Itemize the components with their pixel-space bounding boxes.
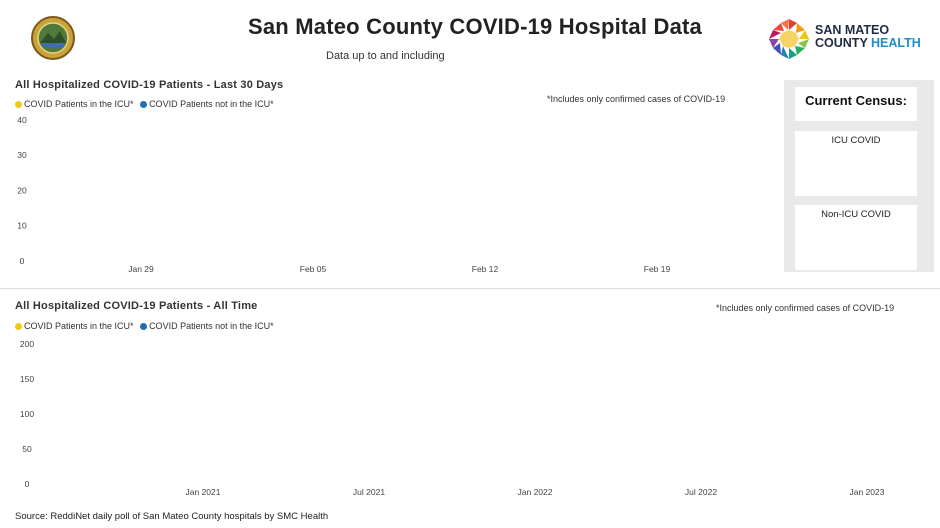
brand-health: HEALTH	[871, 36, 921, 50]
chart-1-plot[interactable]: 40 30 20 10 0 Jan 29 Feb 05 Feb 12 Feb 19	[0, 110, 770, 280]
section-divider	[0, 288, 940, 289]
chart-2-x-tick-label: Jul 2022	[685, 487, 717, 497]
non-icu-census-label: Non-ICU COVID	[821, 209, 891, 220]
chart-1-legend: COVID Patients in the ICU* COVID Patient…	[15, 99, 274, 109]
county-health-brand: SAN MATEO COUNTY HEALTH	[815, 24, 921, 50]
chart-1-y-tick-label: 10	[17, 221, 27, 231]
chart-2-y-tick-label: 150	[20, 374, 34, 384]
chart-2-note: *Includes only confirmed cases of COVID-…	[716, 303, 895, 313]
chart-1-y-tick-label: 30	[17, 150, 27, 160]
chart-1-title: All Hospitalized COVID-19 Patients - Las…	[15, 79, 284, 91]
chart-1-x-tick-label: Feb 19	[644, 264, 671, 274]
brand-county: COUNTY	[815, 36, 872, 50]
non-icu-census-card[interactable]: Non-ICU COVID	[795, 205, 917, 270]
chart-2-x-tick-label: Jul 2021	[353, 487, 385, 497]
icu-census-label: ICU COVID	[831, 135, 881, 146]
brand-line-2: COUNTY HEALTH	[815, 37, 921, 50]
chart-2-legend: COVID Patients in the ICU* COVID Patient…	[15, 321, 274, 331]
legend-icu-dot	[15, 101, 22, 109]
chart-2-y-tick-label: 50	[22, 444, 32, 454]
mosaic-health-logo-icon	[768, 18, 810, 60]
legend-icu-label[interactable]: COVID Patients in the ICU*	[24, 99, 134, 109]
chart-2-y-tick-label: 100	[20, 409, 34, 419]
county-seal-icon	[30, 15, 76, 61]
page-title: San Mateo County COVID-19 Hospital Data	[248, 14, 702, 39]
chart-2-x-tick-label: Jan 2023	[850, 487, 885, 497]
chart-2-title: All Hospitalized COVID-19 Patients - All…	[15, 300, 258, 312]
chart-1-y-tick-label: 40	[17, 115, 27, 125]
icu-census-card[interactable]: ICU COVID	[795, 131, 917, 196]
legend-icu-dot	[15, 323, 22, 331]
data-source-footer: Source: ReddiNet daily poll of San Mateo…	[15, 511, 329, 522]
data-date-subtitle: Data up to and including	[326, 50, 445, 62]
chart-2-x-tick-label: Jan 2021	[186, 487, 221, 497]
chart-2-y-tick-label: 0	[25, 479, 30, 489]
census-title: Current Census:	[795, 87, 917, 121]
brand-line-1: SAN MATEO	[815, 23, 890, 37]
chart-1-x-tick-label: Feb 05	[300, 264, 327, 274]
chart-2-y-tick-label: 200	[20, 339, 34, 349]
chart-1-y-tick-label: 20	[17, 185, 27, 195]
legend-icu-label[interactable]: COVID Patients in the ICU*	[24, 321, 134, 331]
legend-non-icu-dot	[140, 323, 148, 331]
chart-1-note: *Includes only confirmed cases of COVID-…	[547, 94, 726, 104]
chart-2-x-tick-label: Jan 2022	[518, 487, 553, 497]
chart-1-y-tick-label: 0	[20, 256, 25, 266]
legend-non-icu-dot	[140, 101, 148, 109]
legend-non-icu-label[interactable]: COVID Patients not in the ICU*	[149, 99, 274, 109]
chart-1-x-tick-label: Jan 29	[128, 264, 154, 274]
legend-non-icu-label[interactable]: COVID Patients not in the ICU*	[149, 321, 274, 331]
chart-1-x-tick-label: Feb 12	[472, 264, 499, 274]
chart-2-plot[interactable]: 200 150 100 50 0 Jan 2021 Jul 2021 Jan 2022 Jul …	[0, 335, 940, 500]
